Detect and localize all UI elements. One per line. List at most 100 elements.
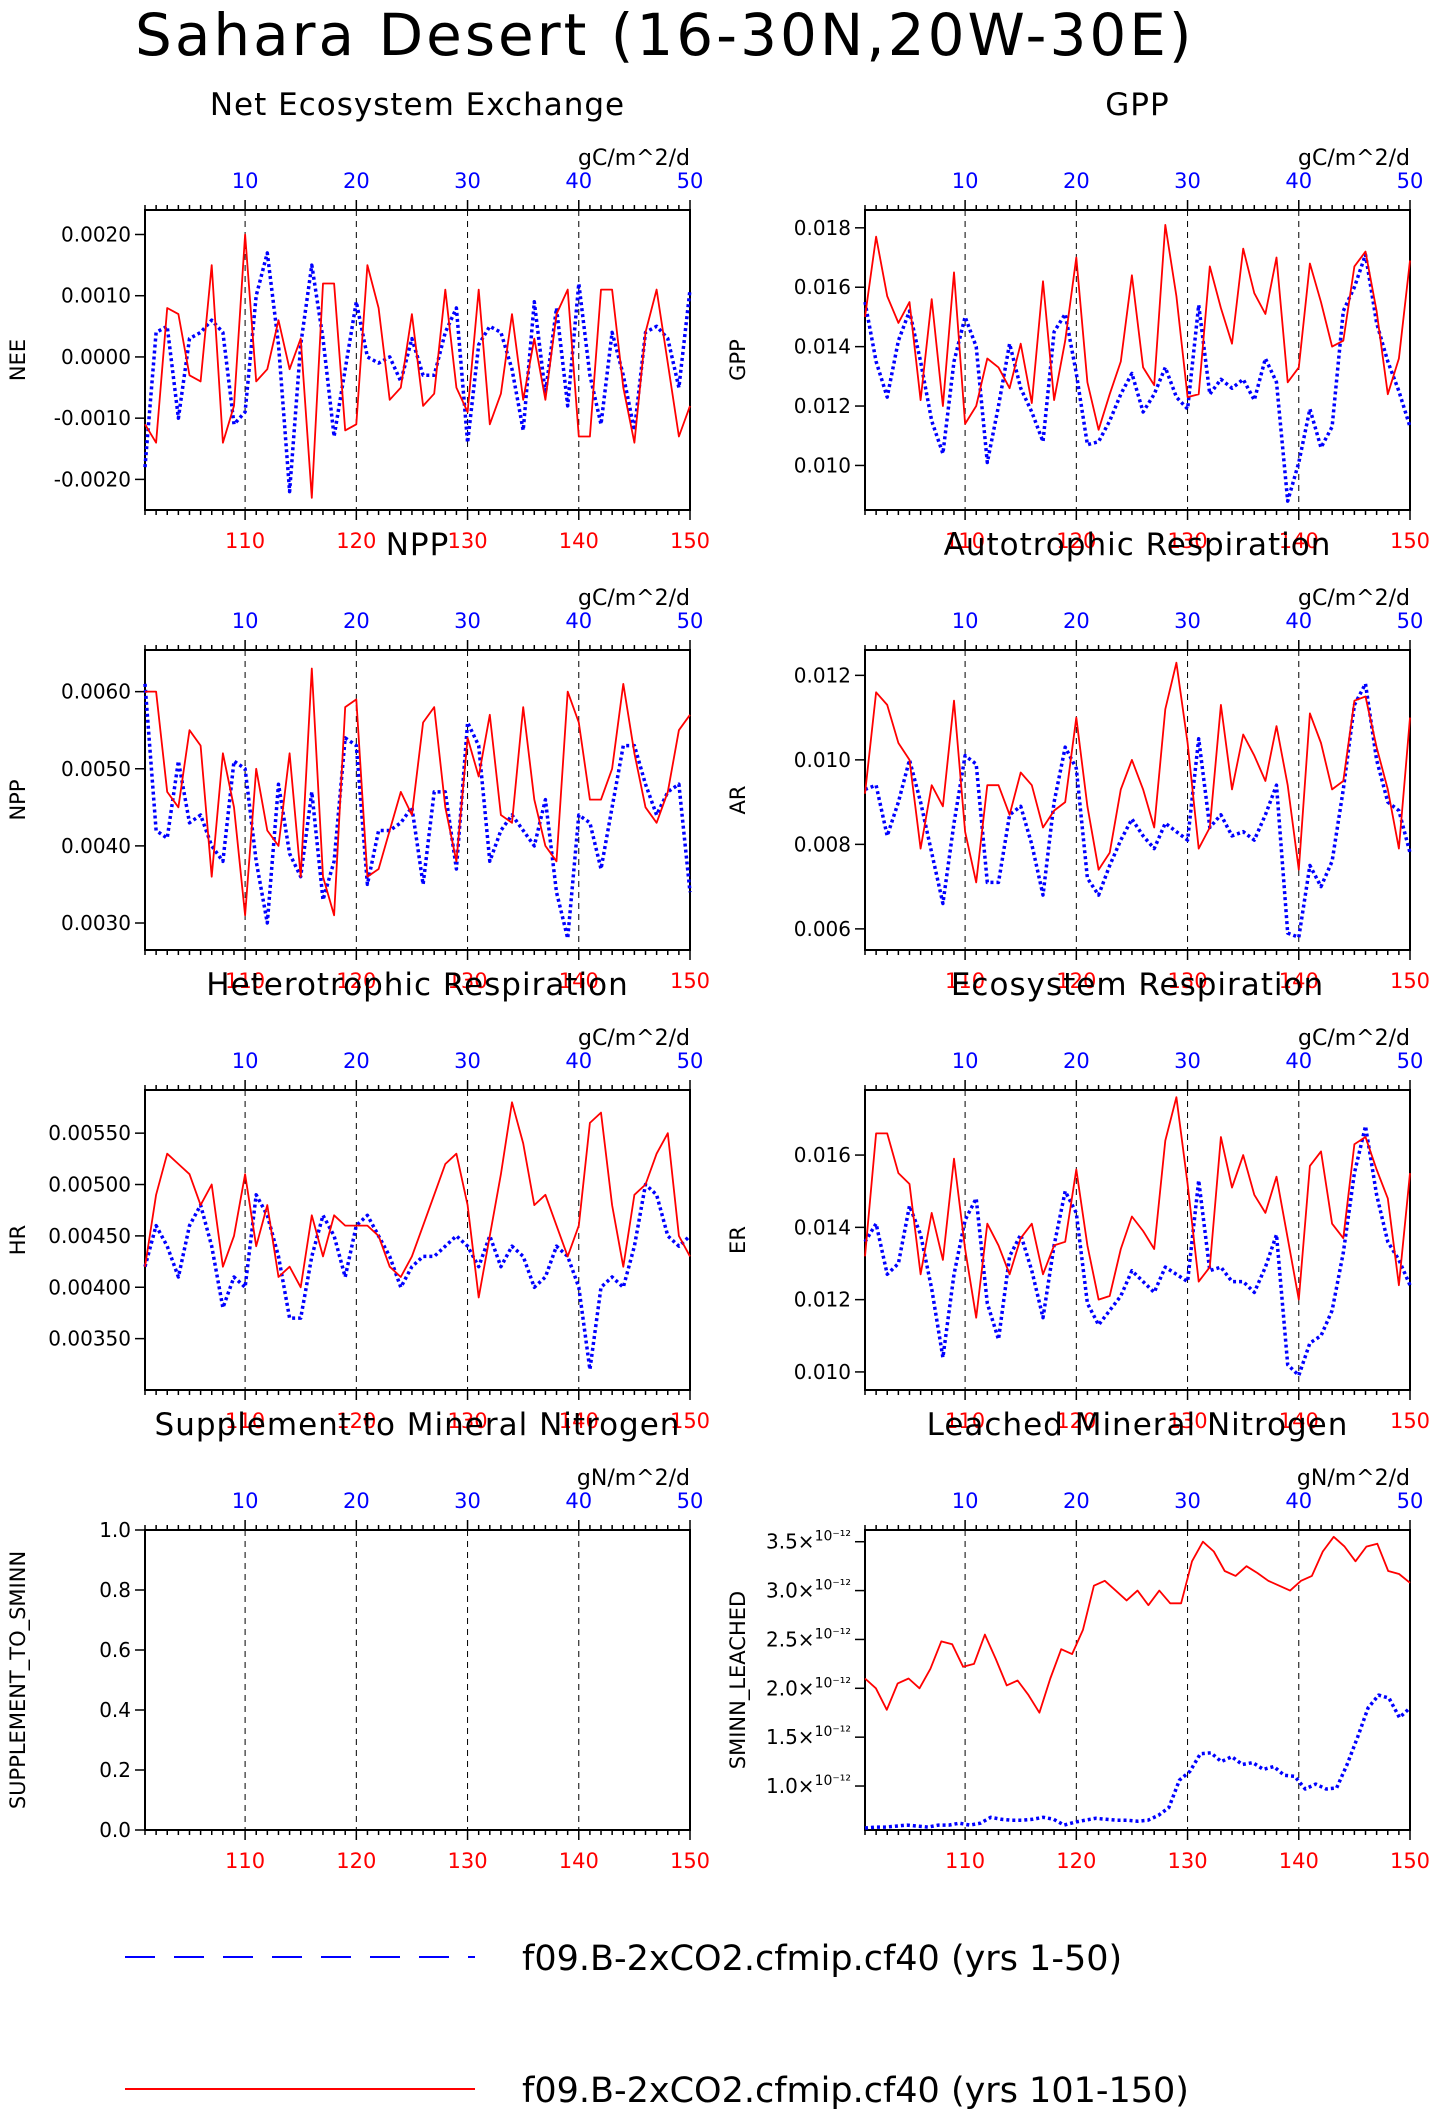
x-top-tick-label: 10 [232,169,259,193]
y-tick-label: 0.0030 [61,911,131,935]
x-tick-label: 130 [448,969,488,993]
x-top-tick-label: 10 [952,169,979,193]
y-axis-label: ER [726,1226,750,1254]
series-line-red [864,1096,1411,1319]
panel-units: gC/m^2/d [578,1026,690,1051]
x-top-tick-label: 10 [232,609,259,633]
x-tick-label: 150 [1390,1409,1430,1433]
y-tick-label: -0.0010 [54,406,131,430]
x-top-tick-label: 30 [1174,1489,1201,1513]
plot-frame [144,1529,691,1831]
plot-frame [144,1089,691,1391]
y-tick-label: 0.0010 [61,284,131,308]
y-tick-label: 0.00450 [48,1224,131,1248]
x-top-tick-label: 50 [677,1489,704,1513]
y-tick-label: -0.0020 [54,467,131,491]
panel-units: gC/m^2/d [1298,586,1410,611]
x-top-tick-label: 20 [1063,169,1090,193]
y-tick-exponent: 10⁻¹² [815,1578,851,1594]
y-tick-exponent: 10⁻¹² [815,1529,851,1545]
y-tick-label: 0.016 [794,275,851,299]
series-line-red [864,223,1411,431]
y-tick-exponent: 10⁻¹² [815,1626,851,1642]
series-line-blue [143,683,692,941]
y-tick-label: 2.5×10⁻¹² [766,1626,851,1651]
x-top-tick-label: 20 [1063,1049,1090,1073]
y-tick-label: 0.00550 [48,1121,131,1145]
chart-panel-5: Heterotrophic Respiration gC/m^2/d 110 120 1… [6,967,710,1433]
x-top-tick-label: 40 [1285,169,1312,193]
x-top-tick-label: 10 [232,1049,259,1073]
x-tick-label: 150 [670,1409,710,1433]
x-top-tick-label: 30 [454,609,481,633]
chart-panel-8: Leached Mineral Nitrogen gN/m^2/d 110 120 13… [726,1407,1430,1873]
x-top-tick-label: 20 [343,169,370,193]
y-tick-label: 0.6 [99,1638,131,1662]
x-top-tick-label: 20 [343,1049,370,1073]
series-line-red [864,661,1411,884]
x-top-tick-label: 50 [1397,169,1424,193]
y-tick-label: 3.0×10⁻¹² [766,1578,851,1603]
x-tick-label: 150 [670,1849,710,1873]
plot-frame [864,1089,1411,1391]
y-tick-mantissa: 2.0× [766,1676,815,1700]
panel-title: Supplement to Mineral Nitrogen [155,1407,681,1443]
y-tick-label: 0.006 [794,917,851,941]
y-tick-label: 0.010 [794,1360,851,1384]
x-tick-label: 110 [945,969,985,993]
y-tick-label: 0.008 [794,832,851,856]
x-tick-label: 120 [336,529,376,553]
x-top-tick-label: 40 [565,1049,592,1073]
x-tick-label: 120 [336,1409,376,1433]
x-top-tick-label: 40 [1285,1489,1312,1513]
x-top-tick-label: 50 [677,609,704,633]
x-tick-label: 140 [559,529,599,553]
x-tick-label: 150 [1390,529,1430,553]
y-tick-label: 2.0×10⁻¹² [766,1675,851,1700]
x-tick-label: 120 [336,1849,376,1873]
figure-title: Sahara Desert (16-30N,20W-30E) [135,1,1195,69]
x-tick-label: 110 [225,529,265,553]
y-tick-label: 0.00350 [48,1327,131,1351]
panel-title: GPP [1105,87,1169,123]
series-line-blue [143,1182,692,1372]
x-tick-label: 110 [945,1849,985,1873]
x-top-tick-label: 20 [343,1489,370,1513]
y-axis-label: SUPPLEMENT_TO_SMINN [6,1551,31,1809]
x-top-tick-label: 30 [1174,169,1201,193]
plot-frame [144,209,691,511]
panel-title: Net Ecosystem Exchange [210,87,625,123]
series-line-red [144,233,691,499]
x-top-tick-label: 50 [677,169,704,193]
x-tick-label: 130 [448,1849,488,1873]
plot-frame [144,649,691,951]
y-tick-label: 0.016 [794,1143,851,1167]
y-tick-label: 0.00400 [48,1275,131,1299]
x-top-tick-label: 40 [565,609,592,633]
panel-title: NPP [386,527,450,563]
x-top-tick-label: 10 [952,1489,979,1513]
chart-panels: Net Ecosystem Exchange gC/m^2/d 110 120 130 1… [6,87,1430,1873]
panel-units: gC/m^2/d [1298,146,1410,171]
y-tick-label: 0.0000 [61,345,131,369]
x-tick-label: 120 [1056,1409,1096,1433]
x-tick-label: 130 [1168,969,1208,993]
y-axis-label: AR [726,786,750,815]
chart-panel-3: NPP gC/m^2/d 110 120 130 140 150 10 20 30 40 50 0.00… [6,527,710,993]
panel-units: gN/m^2/d [1297,1466,1410,1491]
y-tick-mantissa: 3.5× [766,1530,815,1554]
x-tick-label: 120 [1056,1849,1096,1873]
panel-title: Autotrophic Respiration [944,527,1332,563]
y-tick-label: 0.010 [794,453,851,477]
y-tick-label: 0.2 [99,1758,131,1782]
y-tick-label: 0.012 [794,663,851,687]
panel-title: Heterotrophic Respiration [206,967,628,1003]
series-line-blue [863,252,1412,503]
y-tick-label: 0.014 [794,1215,851,1239]
panel-units: gN/m^2/d [577,1466,690,1491]
x-top-tick-label: 50 [677,1049,704,1073]
legend: f09.B-2xCO2.cfmip.cf40 (yrs 1-50) f09.B-… [125,1939,1189,2111]
x-tick-label: 110 [225,1409,265,1433]
